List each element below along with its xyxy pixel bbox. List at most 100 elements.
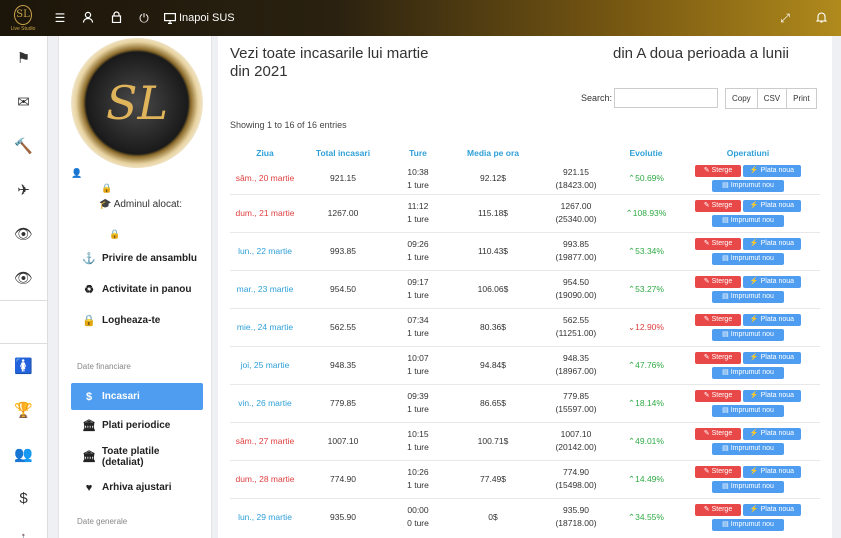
gavel-icon[interactable]: 🔨 [14, 138, 33, 155]
sum-sub-value: (18423.00) [555, 179, 597, 190]
new-loan-button[interactable]: ▤ Imprumut nou [712, 366, 784, 379]
robot-icon[interactable]: 🤖 [0, 520, 47, 538]
new-loan-button[interactable]: ▤ Imprumut nou [712, 328, 784, 341]
new-payment-button[interactable]: ⚡ Plata noua [743, 427, 801, 440]
sidebar-item-login[interactable]: 🔒 Logheaza-te [71, 305, 203, 336]
new-payment-button[interactable]: ⚡ Plata noua [743, 389, 801, 402]
user-icon[interactable] [74, 11, 102, 26]
day-cell: dum., 28 martie [230, 459, 300, 498]
new-payment-button[interactable]: ⚡ Plata noua [743, 199, 801, 212]
delete-button[interactable]: ✎ Sterge [695, 503, 741, 516]
new-loan-label: Imprumut nou [730, 182, 774, 190]
delete-button[interactable]: ✎ Sterge [695, 165, 741, 178]
csv-button[interactable]: CSV [756, 88, 788, 109]
column-header[interactable]: Ture [409, 148, 427, 158]
search-input[interactable] [614, 88, 718, 108]
sidebar-item-activity[interactable]: ♻ Activitate in panou [71, 274, 203, 305]
new-payment-button[interactable]: ⚡ Plata noua [743, 313, 801, 326]
rail-blank-item[interactable] [0, 300, 47, 344]
flag-icon[interactable]: ⚑ [16, 50, 31, 67]
delete-button[interactable]: ✎ Sterge [695, 313, 741, 326]
delete-button[interactable]: ✎ Sterge [695, 351, 741, 364]
column-header[interactable]: Operatiuni [726, 148, 770, 158]
average-cell: 77.49$ [450, 459, 536, 498]
operations-cell: ✎ Sterge ⚡ Plata noua ▤ Imprumut nou [676, 421, 820, 460]
sidebar-menu-financial: $ Incasari 🏛 Plati periodice 🏛 Toate pla… [71, 383, 203, 503]
new-loan-button[interactable]: ▤ Imprumut nou [712, 404, 784, 417]
delete-button[interactable]: ✎ Sterge [695, 465, 741, 478]
brand-logo[interactable]: SL Live Studio [0, 0, 46, 36]
delete-button[interactable]: ✎ Sterge [695, 199, 741, 212]
eye-icon[interactable]: 👁 [13, 226, 34, 243]
bolt-icon: ⚡ [749, 429, 759, 437]
new-loan-button[interactable]: ▤ Imprumut nou [712, 252, 784, 265]
power-icon[interactable]: ⏻ [139, 10, 149, 25]
column-header[interactable]: Media pe ora [467, 148, 519, 158]
ture-cell: 10:07 1 ture [386, 345, 450, 384]
sum-cell: 935.90 (18718.00) [536, 497, 616, 536]
new-loan-button[interactable]: ▤ Imprumut nou [712, 442, 784, 455]
new-loan-button[interactable]: ▤ Imprumut nou [712, 518, 784, 531]
trend-up-icon: ⌃ [628, 435, 636, 446]
envelope-icon[interactable]: ✉ [17, 94, 30, 111]
new-payment-button[interactable]: ⚡ Plata noua [743, 503, 801, 516]
users-icon[interactable]: 👥 [14, 446, 33, 463]
copy-button[interactable]: Copy [725, 88, 758, 109]
fullscreen-icon[interactable]: ⤢ [780, 10, 790, 25]
new-payment-button[interactable]: ⚡ Plata noua [743, 465, 801, 478]
new-payment-button[interactable]: ⚡ Plata noua [743, 351, 801, 364]
delete-button[interactable]: ✎ Sterge [695, 275, 741, 288]
column-header[interactable]: Evolutie [629, 148, 663, 158]
eye-icon[interactable]: 👁 [13, 270, 34, 287]
column-header[interactable] [536, 142, 616, 164]
graduation-cap-icon: 🎓 [99, 199, 112, 210]
female-icon[interactable]: 🚺 [14, 358, 33, 375]
day-cell: mar., 23 martie [230, 269, 300, 308]
day-value: dum., 21 martie [235, 207, 295, 218]
evolution-cell: ⌃14.49% [616, 459, 676, 498]
admin-line: 🎓 Adminul alocat: [99, 199, 182, 210]
delete-label: Sterge [711, 239, 733, 247]
sidebar-item-label: Logheaza-te [102, 315, 161, 326]
time-value: 10:15 [407, 429, 429, 439]
sidebar-item-incasari[interactable]: $ Incasari [71, 383, 203, 410]
new-loan-button[interactable]: ▤ Imprumut nou [712, 180, 784, 193]
new-loan-button[interactable]: ▤ Imprumut nou [712, 214, 784, 227]
new-loan-label: Imprumut nou [730, 216, 774, 224]
sidebar-item-overview[interactable]: ⚓ Privire de ansamblu [71, 243, 203, 274]
sidebar-item-periodic-payments[interactable]: 🏛 Plati periodice [71, 410, 203, 441]
new-payment-button[interactable]: ⚡ Plata noua [743, 237, 801, 250]
new-loan-button[interactable]: ▤ Imprumut nou [712, 480, 784, 493]
new-payment-label: Plata noua [760, 429, 795, 437]
trend-up-icon: ⌃ [628, 359, 636, 370]
new-payment-label: Plata noua [760, 277, 795, 285]
trophy-icon[interactable]: 🏆 [14, 402, 33, 419]
column-header[interactable]: Total incasari [315, 148, 371, 158]
sidebar-item-all-payments[interactable]: 🏛 Toate platile (detaliat) [71, 441, 203, 472]
lock-icon[interactable] [102, 10, 130, 26]
delete-label: Sterge [711, 429, 733, 437]
total-cell: 948.35 [300, 345, 386, 384]
new-payment-button[interactable]: ⚡ Plata noua [743, 165, 801, 178]
plane-icon[interactable]: ✈ [17, 182, 30, 199]
print-button[interactable]: Print [786, 88, 817, 109]
ture-cell: 09:39 1 ture [386, 383, 450, 422]
new-loan-label: Imprumut nou [730, 444, 774, 452]
delete-button[interactable]: ✎ Sterge [695, 389, 741, 402]
average-cell: 94.84$ [450, 345, 536, 384]
trend-up-icon: ⌃ [628, 473, 636, 484]
column-header[interactable]: Ziua [256, 148, 274, 158]
ture-value: 1 ture [407, 480, 429, 490]
eraser-icon: ✎ [703, 277, 710, 285]
dollar-icon[interactable]: $ [19, 489, 28, 507]
delete-button[interactable]: ✎ Sterge [695, 427, 741, 440]
new-loan-button[interactable]: ▤ Imprumut nou [712, 290, 784, 303]
menu-toggle-icon[interactable]: ☰ [54, 11, 66, 25]
sum-cell: 993.85 (19877.00) [536, 231, 616, 270]
sum-sub-value: (15498.00) [555, 480, 597, 490]
new-payment-button[interactable]: ⚡ Plata noua [743, 275, 801, 288]
sidebar-item-adjustments-archive[interactable]: ♥ Arhiva ajustari [71, 472, 203, 503]
back-to-top-link[interactable]: Inapoi SUS [164, 12, 235, 24]
delete-button[interactable]: ✎ Sterge [695, 237, 741, 250]
bell-icon[interactable] [807, 11, 835, 26]
